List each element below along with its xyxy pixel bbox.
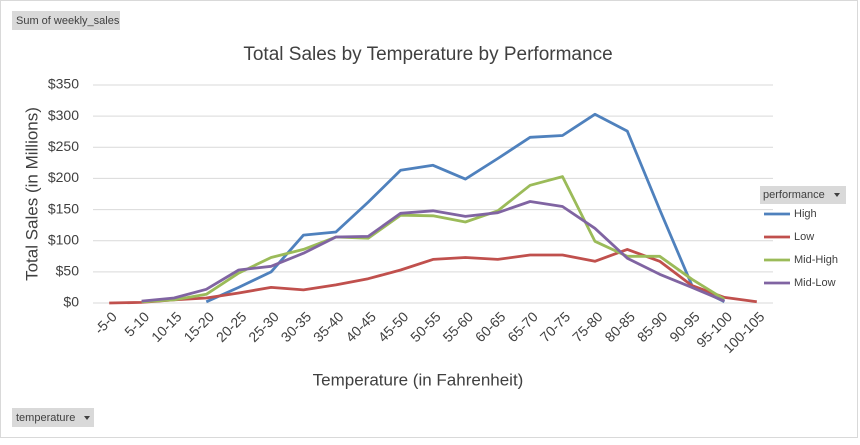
y-tick-label: $350 bbox=[48, 76, 79, 92]
y-axis-title: Total Sales (in Millions) bbox=[22, 107, 41, 281]
dropdown-arrow bbox=[84, 416, 90, 420]
legend-label: Low bbox=[794, 231, 814, 243]
dropdown-arrow bbox=[834, 193, 840, 197]
legend-title-button[interactable] bbox=[760, 186, 846, 204]
y-tick-label: $100 bbox=[48, 231, 79, 247]
chart-title: Total Sales by Temperature by Performanc… bbox=[243, 44, 612, 65]
x-axis-title: Temperature (in Fahrenheit) bbox=[313, 370, 524, 389]
legend-label: Mid-Low bbox=[794, 277, 836, 289]
y-tick-label: $250 bbox=[48, 138, 79, 154]
field-button[interactable] bbox=[12, 11, 120, 30]
y-tick-label: $50 bbox=[56, 263, 80, 279]
axis-field-button[interactable] bbox=[12, 408, 94, 427]
y-tick-label: $300 bbox=[48, 107, 79, 123]
series-line bbox=[141, 200, 725, 303]
legend-label: High bbox=[794, 208, 817, 220]
series-line bbox=[205, 112, 726, 304]
y-tick-label: $0 bbox=[63, 294, 79, 310]
axis-field-button-label: temperature bbox=[16, 412, 75, 424]
field-button-label: Sum of weekly_sales bbox=[16, 15, 120, 27]
legend-label: Mid-High bbox=[794, 254, 838, 266]
legend-title: performance bbox=[763, 189, 825, 201]
y-tick-label: $150 bbox=[48, 200, 79, 216]
y-tick-label: $200 bbox=[48, 169, 79, 185]
